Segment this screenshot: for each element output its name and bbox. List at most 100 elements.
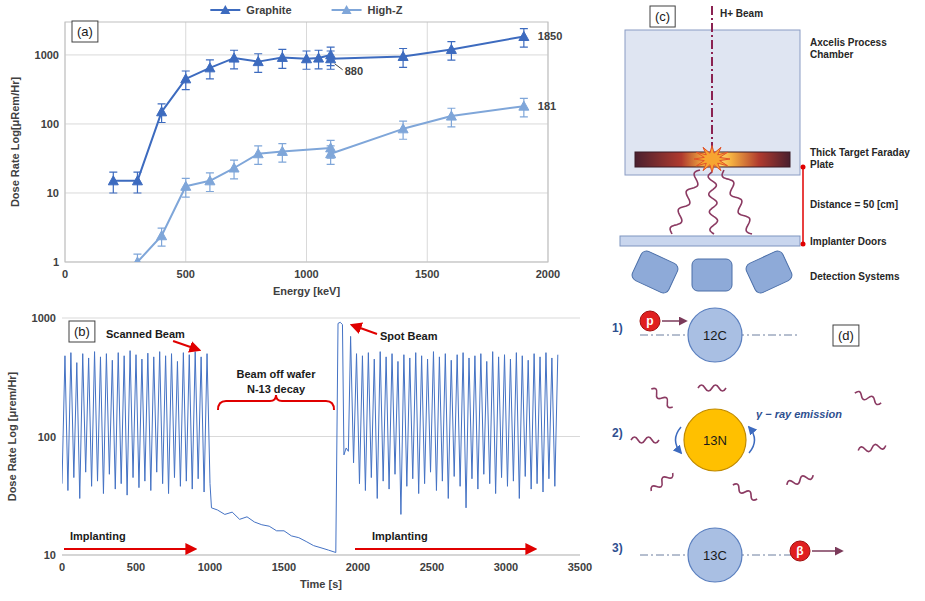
data-point: [205, 176, 215, 185]
error-bar: [278, 144, 286, 163]
annotation: Beam off wafer: [235, 367, 319, 381]
nucleus: [688, 308, 742, 362]
gamma-wave: [649, 471, 674, 494]
error-bar: [230, 50, 238, 69]
point-annotation: 181: [538, 100, 556, 112]
data-point: [108, 176, 118, 185]
data-point: [205, 63, 215, 72]
panel-label: (b): [69, 321, 95, 342]
panel-label: (d): [833, 325, 859, 346]
error-bar: [327, 51, 335, 69]
detectors-label: Detection Systems: [810, 271, 900, 282]
distance-end: [801, 242, 806, 247]
data-point: [253, 57, 263, 66]
y-tick-label: 10: [44, 549, 56, 561]
text-line: Distance = 50 [cm]: [810, 199, 898, 210]
nucleus: [684, 409, 746, 471]
data-point: [314, 53, 324, 62]
step-label: 2): [612, 426, 623, 440]
diagram-c: H+ BeamAxcelis ProcessChamberThick Targe…: [620, 6, 910, 295]
series-group: [62, 322, 558, 552]
data-point: [326, 54, 336, 63]
label-patch: [68, 529, 128, 543]
annotation-arrow: [352, 325, 377, 334]
gamma-wave: [786, 472, 814, 487]
label-patch: [378, 329, 440, 343]
error-bar: [230, 160, 238, 179]
x-tick-label: 2000: [346, 561, 370, 573]
error-bar: [399, 121, 407, 139]
x-tick-label: 3500: [568, 561, 592, 573]
point-annotation: 1850: [538, 30, 562, 42]
annotation: Implanting: [64, 529, 195, 549]
annotation: Spot Beam: [352, 325, 440, 343]
y-axis-title: Dose Rate Log[μRem/Hr]: [9, 77, 21, 208]
x-tick-label: 500: [127, 561, 145, 573]
label-patch: [104, 327, 187, 341]
series-line: [137, 106, 523, 262]
detector: [630, 249, 680, 295]
x-tick-label: 1500: [272, 561, 296, 573]
nucleus-label: 13C: [703, 548, 727, 563]
proton-label: p: [646, 314, 653, 328]
error-bar: [327, 47, 335, 66]
annotation: Implanting: [355, 529, 535, 549]
panel-label-box: [650, 6, 675, 27]
label-patch: [370, 529, 430, 543]
figure: 11010010000500100015002000Energy [keV]Do…: [0, 0, 925, 601]
y-tick-label: 100: [38, 431, 56, 443]
error-bar: [303, 51, 311, 69]
y-tick-label: 1000: [35, 49, 59, 61]
spin-arrow: [749, 427, 755, 453]
x-tick-label: 1000: [198, 561, 222, 573]
text-line: Chamber: [810, 49, 853, 60]
text-line: Implanter Doors: [810, 236, 887, 247]
gamma-wave: [858, 443, 887, 454]
proton-arrow: [662, 320, 686, 322]
spin-arrow: [676, 427, 682, 453]
data-point: [519, 31, 529, 40]
detector: [692, 259, 732, 291]
series-line: [113, 36, 524, 180]
text-line: Plate: [810, 159, 834, 170]
error-bar: [109, 172, 117, 193]
data-point: [253, 149, 263, 158]
annotation: Scanned Beam: [104, 327, 199, 350]
data-point: [132, 176, 142, 185]
gamma-wave: [854, 390, 882, 405]
legend-marker: [220, 5, 230, 14]
panel-label-text: (c): [655, 9, 670, 24]
data-point: [229, 163, 239, 172]
detector: [744, 249, 794, 295]
annotation-label: Implanting: [372, 530, 428, 542]
data-point: [132, 257, 142, 262]
x-tick-label: 2500: [420, 561, 444, 573]
legend: GraphiteHigh-Z: [210, 4, 402, 16]
nucleus: [688, 528, 742, 582]
error-bar: [206, 173, 214, 192]
legend-marker: [342, 5, 352, 14]
annotation-arrow: [173, 341, 199, 350]
annotation-brace: [218, 395, 334, 410]
annotation-label: Scanned Beam: [106, 328, 185, 340]
text-line: Axcelis Process: [810, 37, 887, 48]
series-group: [108, 29, 529, 262]
grid-line: [62, 555, 580, 556]
error-bar: [158, 228, 166, 246]
process-chamber: [625, 30, 800, 175]
panel-label-box: [69, 321, 95, 342]
grid-line: [427, 22, 428, 262]
x-tick-label: 0: [62, 268, 68, 280]
error-bar: [182, 71, 190, 90]
x-tick-label: 0: [59, 561, 65, 573]
step-label: 1): [612, 321, 623, 335]
gamma-wave: [698, 385, 726, 391]
beta-arrow: [812, 550, 842, 552]
proton: [640, 311, 660, 331]
data-point: [277, 146, 287, 155]
nucleus-label: 12C: [703, 328, 727, 343]
grid-line: [185, 22, 186, 262]
beta-label: β: [796, 544, 803, 558]
error-bar: [133, 254, 141, 262]
y-axis-title: Dose Rate Log [μrem/Hr]: [6, 371, 18, 501]
